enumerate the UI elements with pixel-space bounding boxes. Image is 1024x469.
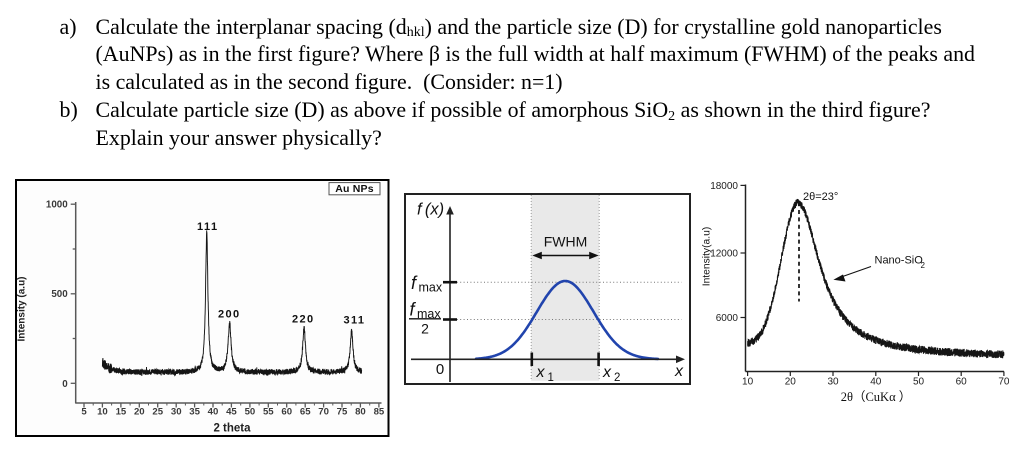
svg-text:f (x): f (x) [417,201,444,219]
svg-text:80: 80 [355,407,366,418]
svg-text:2 theta: 2 theta [213,423,251,435]
svg-text:2: 2 [921,261,926,270]
svg-text:2θ（CuKα ）: 2θ（CuKα ） [841,390,912,404]
svg-text:10: 10 [97,407,108,418]
svg-text:70: 70 [318,407,329,418]
svg-text:220: 220 [292,314,315,326]
svg-text:x: x [536,364,546,381]
svg-text:85: 85 [373,407,384,418]
svg-text:f: f [411,273,418,293]
svg-text:2: 2 [421,321,429,337]
svg-text:500: 500 [51,289,68,300]
svg-text:15: 15 [115,407,126,418]
svg-text:50: 50 [244,407,255,418]
svg-text:max: max [417,307,441,321]
svg-text:311: 311 [343,315,365,327]
svg-text:max: max [419,281,443,295]
svg-text:1: 1 [548,372,554,384]
svg-text:60: 60 [956,377,968,388]
svg-text:10: 10 [742,377,754,388]
svg-text:30: 30 [827,377,839,388]
svg-text:Intensity(a.u): Intensity(a.u) [701,227,712,287]
svg-text:2: 2 [614,372,620,384]
svg-text:40: 40 [207,407,218,418]
svg-text:Nano-SiO: Nano-SiO [875,255,924,267]
svg-text:18000: 18000 [710,181,738,192]
svg-text:f: f [410,300,417,320]
svg-text:25: 25 [152,407,163,418]
svg-text:200: 200 [218,309,241,321]
svg-text:55: 55 [262,407,273,418]
svg-text:35: 35 [189,407,200,418]
svg-text:50: 50 [913,377,925,388]
svg-text:70: 70 [998,377,1010,388]
svg-text:75: 75 [336,407,347,418]
svg-text:111: 111 [197,221,219,233]
svg-text:20: 20 [785,377,797,388]
svg-text:6000: 6000 [716,313,739,324]
svg-text:45: 45 [226,407,237,418]
svg-text:30: 30 [170,407,181,418]
svg-text:40: 40 [870,377,882,388]
svg-text:Intensity (a.u): Intensity (a.u) [16,276,27,341]
svg-text:12000: 12000 [710,249,738,260]
svg-text:60: 60 [281,407,292,418]
svg-text:x: x [602,364,612,381]
svg-text:1000: 1000 [45,200,67,211]
svg-text:0: 0 [62,379,68,390]
svg-text:x: x [674,363,684,380]
svg-text:20: 20 [133,407,144,418]
svg-text:FWHM: FWHM [544,234,588,250]
svg-text:Au NPs: Au NPs [335,183,374,195]
svg-text:5: 5 [81,407,87,418]
svg-text:2θ=23°: 2θ=23° [803,191,838,203]
svg-text:0: 0 [436,361,444,378]
svg-text:65: 65 [299,407,310,418]
